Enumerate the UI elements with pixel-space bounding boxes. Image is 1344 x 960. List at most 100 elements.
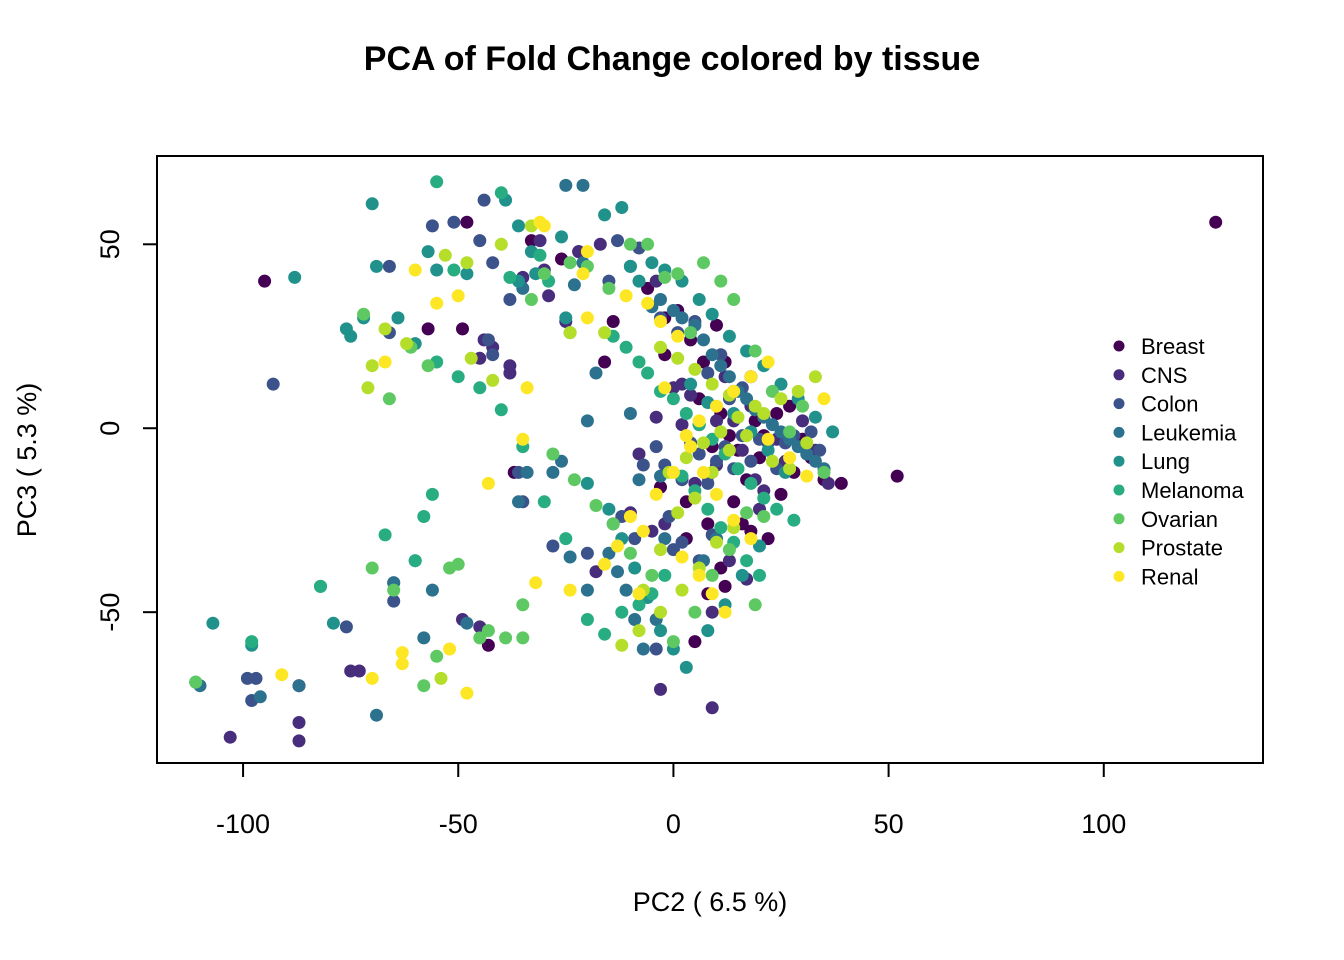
point-renal bbox=[460, 686, 474, 700]
point-renal bbox=[649, 487, 663, 501]
point-leukemia bbox=[722, 370, 736, 384]
point-ovarian bbox=[688, 605, 702, 619]
legend-marker-renal bbox=[1113, 570, 1125, 582]
point-leukemia bbox=[675, 311, 689, 325]
point-breast bbox=[761, 532, 775, 546]
point-lung bbox=[623, 259, 637, 273]
point-ovarian bbox=[697, 256, 710, 270]
point-melanoma bbox=[632, 598, 646, 612]
point-breast bbox=[774, 487, 788, 501]
point-prostate bbox=[654, 605, 667, 619]
point-cns bbox=[223, 730, 237, 744]
point-cns bbox=[821, 476, 835, 490]
point-prostate bbox=[783, 462, 797, 476]
point-leukemia bbox=[658, 532, 672, 546]
point-renal bbox=[654, 315, 667, 328]
point-ovarian bbox=[757, 510, 771, 523]
point-renal bbox=[451, 289, 465, 303]
point-leukemia bbox=[765, 418, 779, 432]
point-ovarian bbox=[189, 675, 203, 689]
point-renal bbox=[684, 440, 698, 454]
point-melanoma bbox=[408, 554, 422, 568]
point-melanoma bbox=[641, 366, 655, 380]
point-melanoma bbox=[314, 579, 327, 593]
point-colon bbox=[611, 234, 624, 248]
point-prostate bbox=[486, 373, 500, 387]
point-breast bbox=[688, 635, 702, 649]
point-lung bbox=[460, 267, 474, 281]
point-renal bbox=[275, 668, 289, 682]
point-cns bbox=[735, 443, 749, 457]
point-ovarian bbox=[451, 557, 465, 571]
point-leukemia bbox=[580, 583, 594, 597]
point-prostate bbox=[808, 370, 822, 384]
point-cns bbox=[722, 554, 736, 568]
point-colon bbox=[675, 535, 689, 549]
point-melanoma bbox=[494, 403, 508, 417]
point-lung bbox=[774, 377, 788, 391]
point-lung bbox=[580, 476, 594, 490]
point-leukemia bbox=[808, 454, 822, 468]
point-breast bbox=[598, 355, 612, 369]
point-breast bbox=[697, 355, 710, 369]
point-breast bbox=[481, 638, 495, 652]
point-renal bbox=[529, 576, 543, 590]
point-leukemia bbox=[636, 642, 650, 656]
x-axis-label: PC2 ( 6.5 %) bbox=[633, 887, 788, 917]
y-tick-label: -50 bbox=[95, 593, 125, 632]
point-lung bbox=[705, 307, 719, 321]
point-prostate bbox=[740, 429, 754, 443]
point-ovarian bbox=[722, 543, 736, 557]
point-prostate bbox=[464, 351, 478, 365]
point-colon bbox=[580, 546, 594, 560]
point-melanoma bbox=[598, 627, 612, 641]
point-renal bbox=[619, 289, 633, 303]
point-ovarian bbox=[623, 237, 637, 251]
point-cns bbox=[632, 447, 646, 461]
point-melanoma bbox=[615, 605, 629, 619]
point-ovarian bbox=[623, 546, 637, 560]
point-melanoma bbox=[740, 554, 754, 568]
y-tick-label: 50 bbox=[95, 229, 125, 259]
point-leukemia bbox=[567, 278, 581, 292]
point-colon bbox=[744, 454, 758, 468]
point-colon bbox=[692, 447, 706, 461]
point-ovarian bbox=[499, 631, 513, 645]
point-lung bbox=[753, 539, 766, 553]
legend-marker-melanoma bbox=[1113, 484, 1125, 496]
point-leukemia bbox=[623, 407, 637, 420]
point-melanoma bbox=[245, 635, 259, 649]
point-colon bbox=[473, 234, 487, 248]
point-prostate bbox=[722, 443, 736, 457]
point-melanoma bbox=[787, 513, 801, 527]
point-breast bbox=[421, 322, 435, 336]
point-renal bbox=[718, 605, 732, 619]
data-points bbox=[189, 175, 1223, 748]
point-renal bbox=[658, 381, 672, 395]
point-prostate bbox=[774, 392, 788, 406]
point-breast bbox=[727, 495, 741, 509]
point-ovarian bbox=[481, 624, 495, 638]
point-breast bbox=[890, 469, 904, 483]
x-axis: -100 -50 0 50 100 bbox=[216, 762, 1126, 839]
point-renal bbox=[481, 476, 495, 490]
point-lung bbox=[645, 256, 659, 270]
point-breast bbox=[718, 579, 732, 593]
point-lung bbox=[722, 329, 736, 343]
point-lung bbox=[344, 329, 358, 343]
point-melanoma bbox=[658, 568, 672, 582]
point-ovarian bbox=[563, 256, 577, 270]
legend-marker-cns bbox=[1113, 369, 1125, 381]
point-renal bbox=[632, 587, 646, 601]
point-renal bbox=[727, 513, 741, 527]
point-colon bbox=[649, 642, 663, 656]
point-cns bbox=[589, 565, 603, 579]
point-melanoma bbox=[451, 370, 465, 384]
point-ovarian bbox=[537, 267, 551, 281]
point-melanoma bbox=[537, 495, 551, 509]
point-renal bbox=[761, 355, 775, 369]
point-renal bbox=[697, 465, 710, 479]
point-ovarian bbox=[421, 359, 435, 373]
x-tick-label: 0 bbox=[666, 809, 681, 839]
